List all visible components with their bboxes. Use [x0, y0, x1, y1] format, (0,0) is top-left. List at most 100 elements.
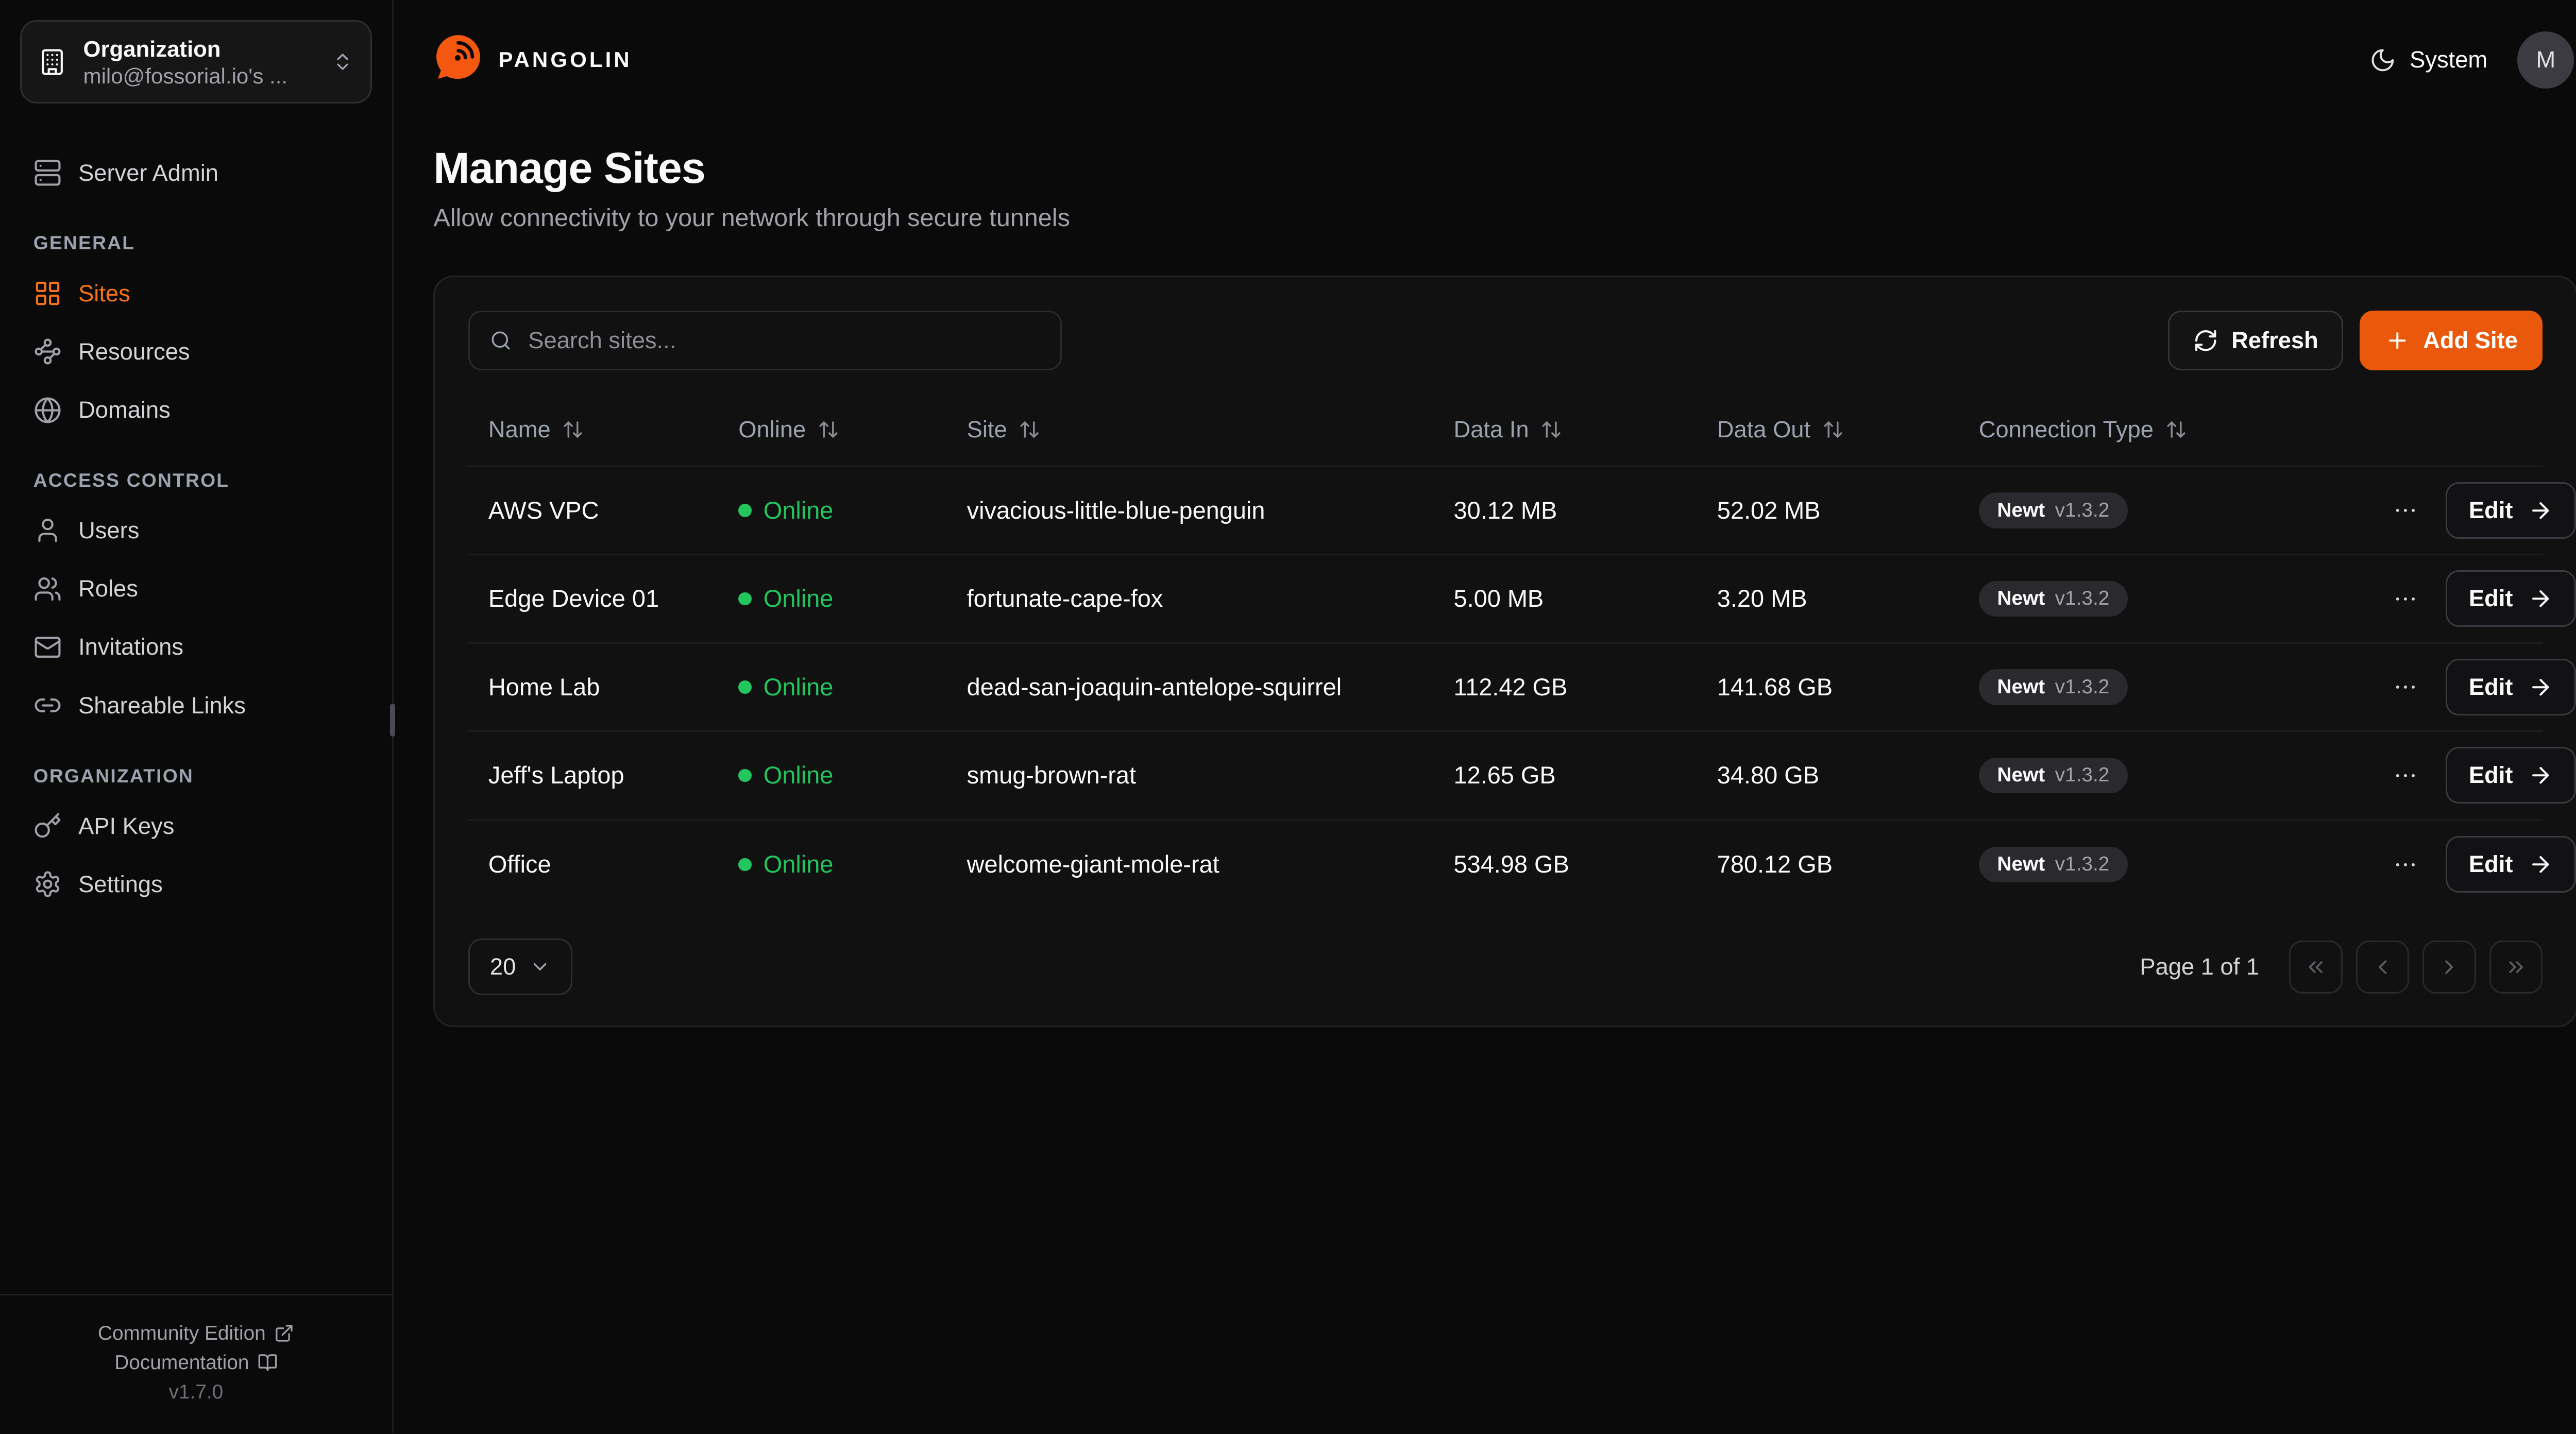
- site-slug: smug-brown-rat: [967, 762, 1137, 789]
- sidebar-nav: Server Admin GENERAL Sites Resources Dom…: [0, 124, 392, 1294]
- sidebar-item-resources[interactable]: Resources: [20, 322, 372, 381]
- connection-version: v1.3.2: [2055, 499, 2110, 521]
- connection-type: Newt: [1997, 764, 2045, 787]
- column-header-online[interactable]: Online: [738, 416, 967, 443]
- sidebar-resize-handle[interactable]: [390, 703, 396, 737]
- connection-type: Newt: [1997, 499, 2045, 521]
- sidebar-item-roles[interactable]: Roles: [20, 560, 372, 618]
- sidebar-item-invitations[interactable]: Invitations: [20, 618, 372, 676]
- site-name: Jeff's Laptop: [488, 762, 624, 789]
- sidebar-item-settings[interactable]: Settings: [20, 855, 372, 913]
- sidebar-item-label: Invitations: [78, 634, 184, 660]
- row-actions: Edit: [2385, 747, 2576, 804]
- data-in: 534.98 GB: [1453, 851, 1569, 878]
- edit-button[interactable]: Edit: [2445, 658, 2576, 715]
- sidebar-item-label: Roles: [78, 575, 138, 602]
- connection-type-cell: Newt v1.3.2: [1978, 757, 2386, 794]
- community-edition-link[interactable]: Community Edition: [98, 1322, 294, 1345]
- avatar[interactable]: M: [2517, 31, 2574, 89]
- status-dot: [738, 592, 752, 606]
- chevron-right-icon: [2437, 955, 2461, 979]
- column-header-connection-type[interactable]: Connection Type: [1979, 416, 2386, 443]
- ellipsis-icon: [2392, 851, 2419, 878]
- row-actions: Edit: [2385, 482, 2576, 539]
- refresh-icon: [2193, 328, 2218, 353]
- add-site-button[interactable]: Add Site: [2360, 310, 2543, 371]
- prev-page-button[interactable]: [2355, 940, 2410, 994]
- sidebar-item-server-admin[interactable]: Server Admin: [20, 144, 372, 202]
- column-label: Name: [488, 416, 551, 442]
- ellipsis-icon: [2392, 586, 2419, 612]
- sidebar-item-api-keys[interactable]: API Keys: [20, 797, 372, 855]
- arrow-right-icon: [2528, 675, 2553, 700]
- sort-icon: [2165, 419, 2187, 440]
- sidebar-item-sites[interactable]: Sites: [20, 264, 372, 322]
- waypoints-icon: [33, 337, 62, 366]
- sidebar: Organization milo@fossorial.io's ... Ser…: [0, 0, 396, 1433]
- page-size-select[interactable]: 20: [468, 938, 573, 996]
- first-page-button[interactable]: [2289, 940, 2343, 994]
- status-dot: [738, 680, 752, 694]
- sidebar-item-label: Domains: [78, 397, 171, 423]
- theme-toggle[interactable]: System: [2369, 46, 2487, 73]
- page-size-value: 20: [489, 953, 516, 980]
- data-in: 5.00 MB: [1453, 585, 1544, 612]
- sidebar-footer: Community Edition Documentation v1.7.0: [0, 1294, 392, 1433]
- sites-table: Name Online Site Data In Data Out Connec…: [468, 394, 2576, 909]
- connection-version: v1.3.2: [2055, 675, 2110, 698]
- data-out: 52.02 MB: [1717, 497, 1821, 524]
- documentation-link[interactable]: Documentation: [114, 1352, 277, 1374]
- link-icon: [33, 691, 62, 720]
- column-label: Data In: [1453, 416, 1529, 442]
- edit-label: Edit: [2468, 851, 2513, 878]
- row-menu-button[interactable]: [2385, 579, 2426, 619]
- connection-version: v1.3.2: [2055, 853, 2110, 876]
- data-out: 141.68 GB: [1717, 673, 1833, 701]
- next-page-button[interactable]: [2422, 940, 2476, 994]
- edit-button[interactable]: Edit: [2445, 570, 2576, 627]
- search-box[interactable]: [468, 310, 1062, 371]
- edit-button[interactable]: Edit: [2445, 836, 2576, 893]
- org-selector[interactable]: Organization milo@fossorial.io's ...: [20, 20, 372, 104]
- sidebar-item-users[interactable]: Users: [20, 501, 372, 559]
- column-header-data-out[interactable]: Data Out: [1717, 416, 1979, 443]
- theme-label: System: [2410, 46, 2488, 73]
- edit-button[interactable]: Edit: [2445, 482, 2576, 539]
- building-icon: [38, 48, 66, 76]
- chevron-left-icon: [2371, 955, 2394, 979]
- column-header-name[interactable]: Name: [488, 416, 738, 443]
- topbar-right: System M: [2369, 31, 2574, 89]
- column-label: Data Out: [1717, 416, 1811, 442]
- table-row: Office Online welcome-giant-mole-rat 534…: [468, 821, 2576, 909]
- data-out: 780.12 GB: [1717, 851, 1833, 878]
- data-in: 12.65 GB: [1453, 762, 1556, 789]
- chevrons-up-down-icon: [332, 51, 353, 73]
- connection-type-cell: Newt v1.3.2: [1978, 581, 2386, 617]
- column-header-site[interactable]: Site: [967, 416, 1454, 443]
- connection-type-badge: Newt v1.3.2: [1978, 669, 2128, 705]
- connection-type: Newt: [1997, 853, 2045, 876]
- row-menu-button[interactable]: [2385, 756, 2426, 796]
- sort-icon: [562, 419, 584, 440]
- last-page-button[interactable]: [2489, 940, 2543, 994]
- row-menu-button[interactable]: [2385, 490, 2426, 531]
- key-icon: [33, 812, 62, 840]
- site-name: Home Lab: [488, 673, 600, 701]
- status-label: Online: [763, 585, 834, 612]
- row-menu-button[interactable]: [2385, 667, 2426, 707]
- search-input[interactable]: [524, 325, 1041, 355]
- pager-buttons: [2289, 940, 2543, 994]
- column-label: Online: [738, 416, 806, 442]
- connection-type-cell: Newt v1.3.2: [1978, 492, 2386, 528]
- sidebar-item-shareable-links[interactable]: Shareable Links: [20, 676, 372, 735]
- refresh-button[interactable]: Refresh: [2168, 310, 2344, 371]
- column-header-data-in[interactable]: Data In: [1454, 416, 1717, 443]
- connection-version: v1.3.2: [2055, 587, 2110, 610]
- ellipsis-icon: [2392, 762, 2419, 789]
- card-footer: 20 Page 1 of 1: [468, 909, 2543, 996]
- sidebar-item-domains[interactable]: Domains: [20, 381, 372, 439]
- row-menu-button[interactable]: [2385, 845, 2426, 885]
- edit-button[interactable]: Edit: [2445, 747, 2576, 804]
- sidebar-item-label: Users: [78, 517, 140, 543]
